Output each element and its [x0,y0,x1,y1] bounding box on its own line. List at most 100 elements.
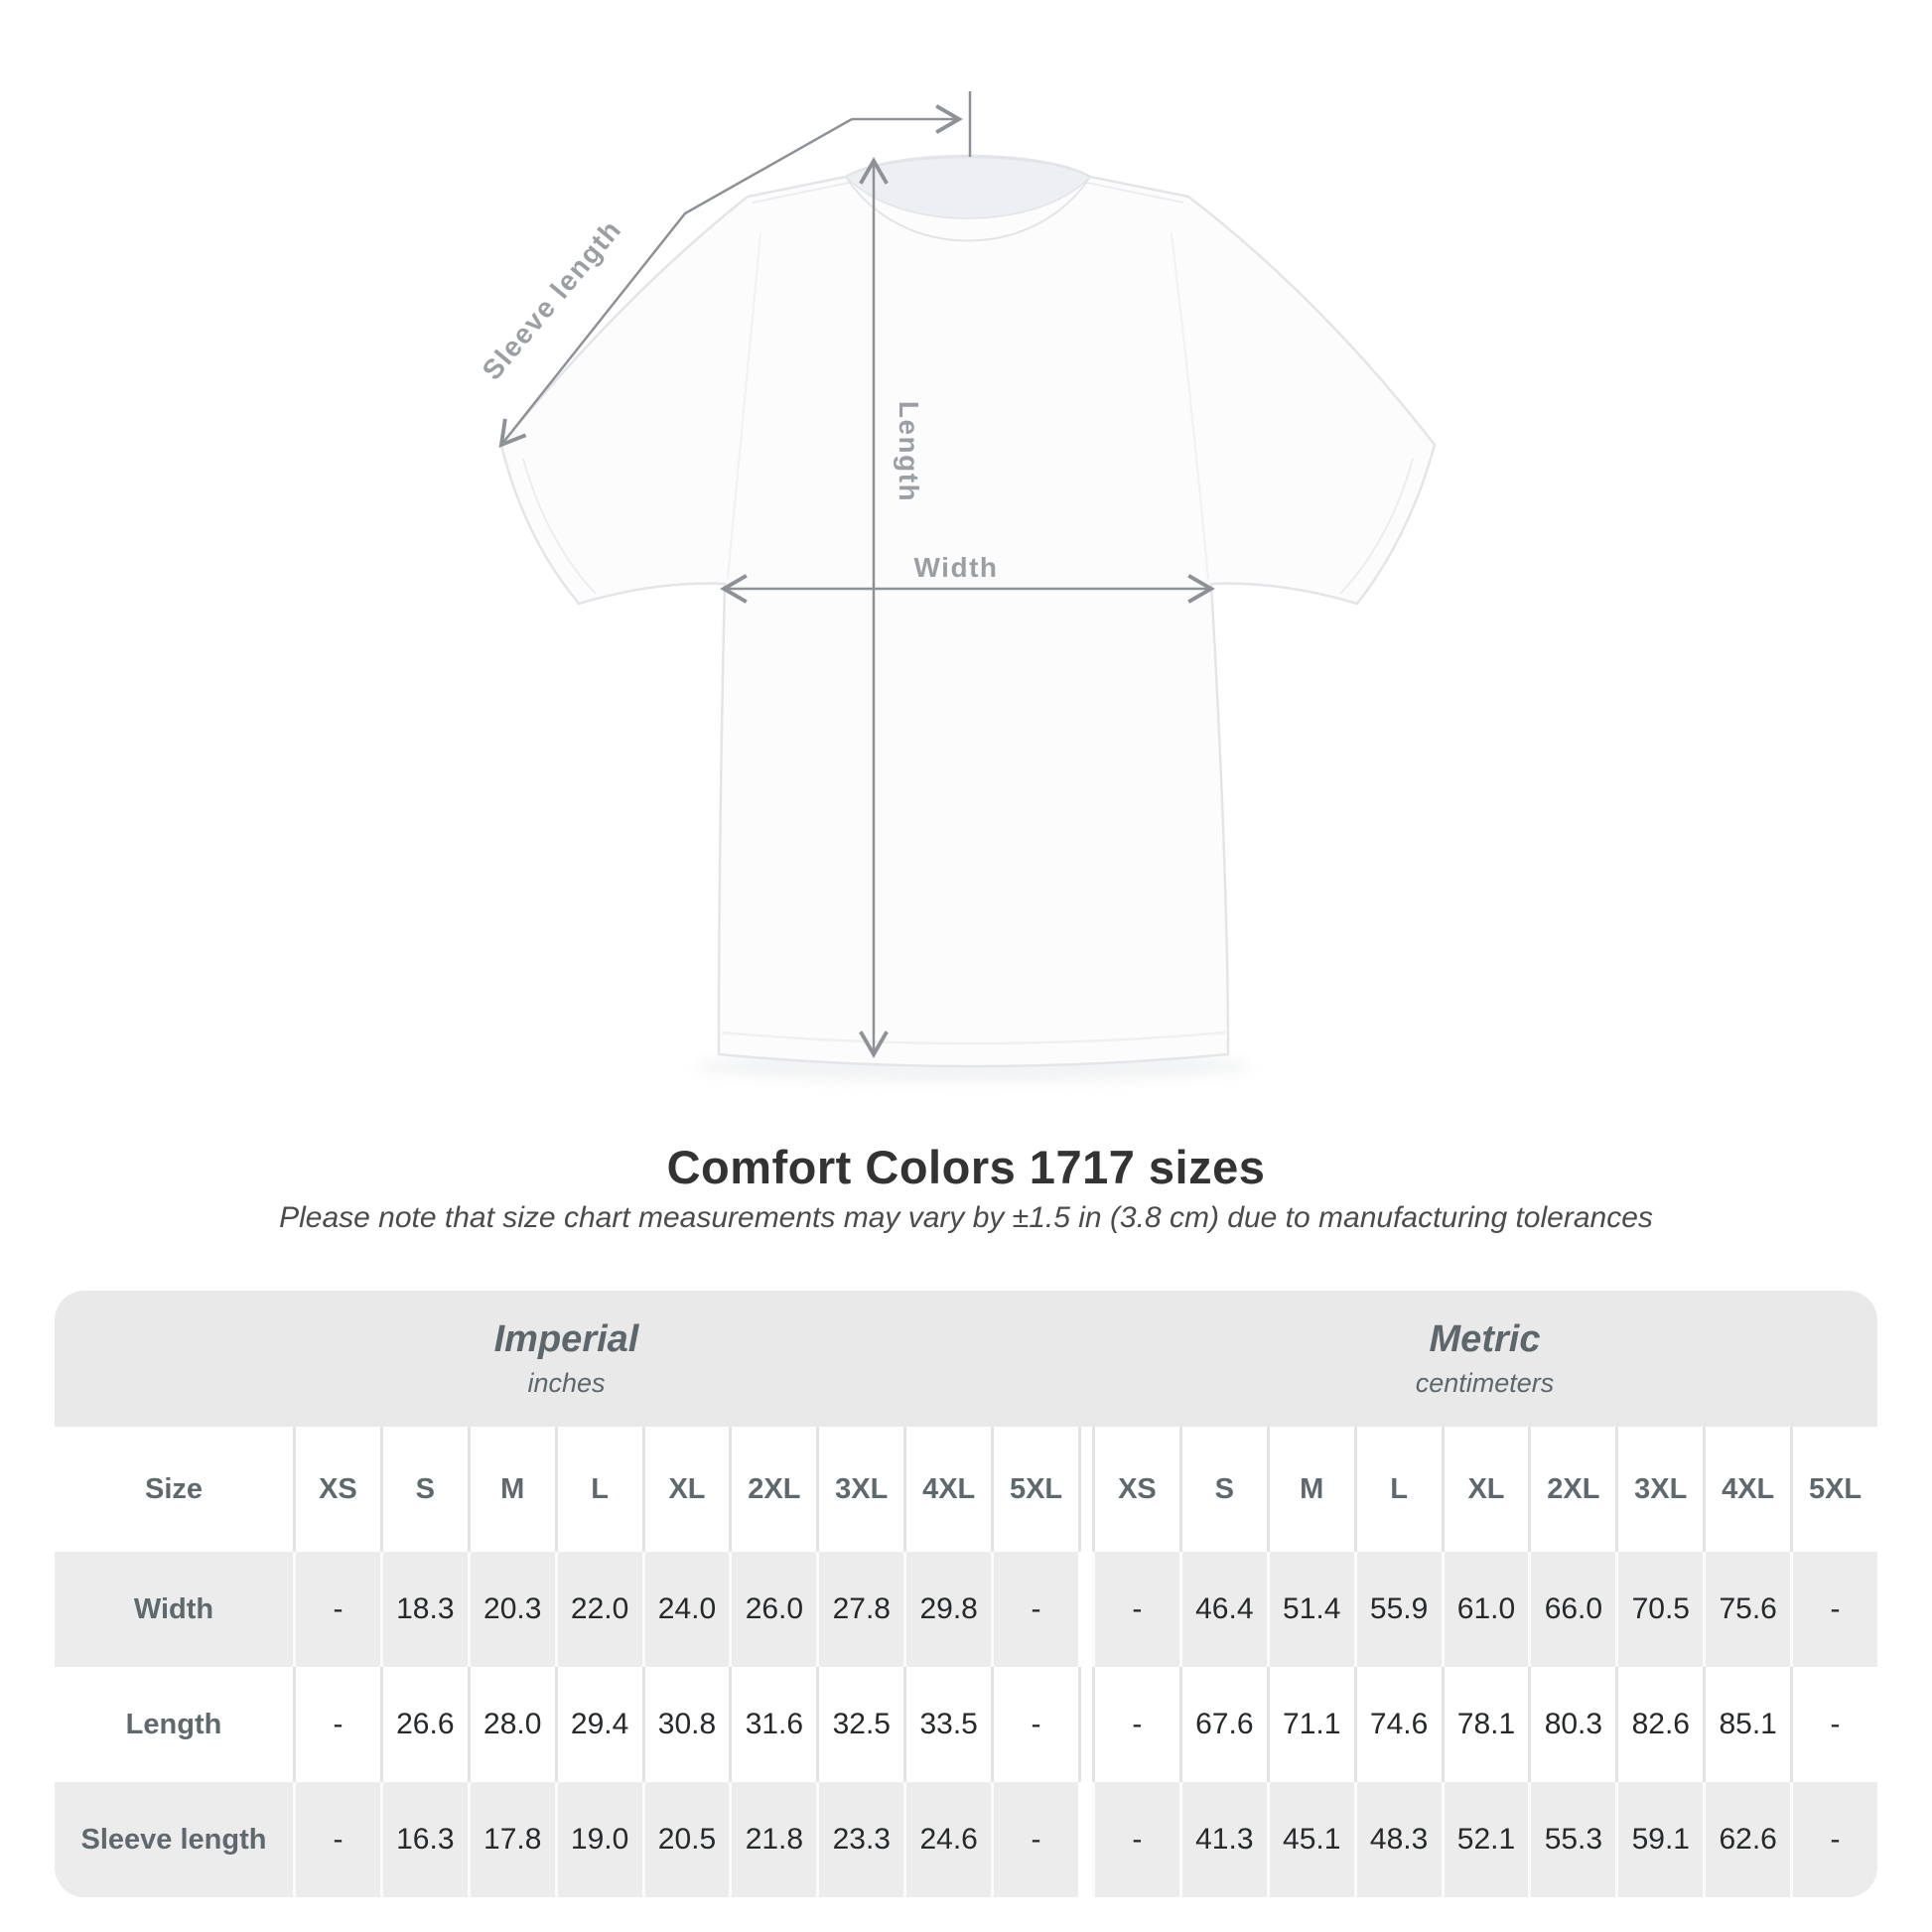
value-metric-5XL: - [1790,1552,1877,1667]
unit-group-unit: centimeters [1415,1368,1555,1398]
measurement-row-width: Width -18.3 20.3 22.0 24.0 26.0 27.8 29.8- -46.4… [55,1552,1877,1667]
value-imperial-4XL: 29.8 [903,1552,992,1667]
value-metric-M: 45.1 [1266,1782,1354,1897]
size-header-metric-2XL: 2XL [1528,1427,1616,1552]
value-imperial-L: 29.4 [554,1667,642,1782]
size-header-metric-5XL: 5XL [1790,1427,1877,1552]
value-metric-XL: 61.0 [1441,1552,1529,1667]
value-metric-L: 74.6 [1353,1667,1442,1782]
measurement-row-length: Length -26.6 28.0 29.4 30.8 31.6 32.5 33.5- -67.… [55,1667,1877,1782]
value-imperial-3XL: 32.5 [816,1667,904,1782]
value-imperial-5XL: - [991,1667,1078,1782]
value-imperial-XS: - [293,1667,380,1782]
value-imperial-2XL: 31.6 [729,1667,817,1782]
size-header-metric-XL: XL [1441,1427,1529,1552]
value-metric-5XL: - [1790,1667,1877,1782]
tshirt-measurement-diagram: Sleeve length Length Width [477,91,1437,1082]
value-imperial-3XL: 23.3 [816,1782,904,1897]
row-label: Sleeve length [55,1782,293,1897]
units-gap [1078,1552,1092,1667]
value-metric-M: 51.4 [1266,1552,1354,1667]
measurement-row-sleeve-length: Sleeve length -16.3 17.8 19.0 20.5 21.8 23.3 24… [55,1782,1877,1897]
sleeve-measure-diagonal-line [498,117,853,449]
size-header-imperial-XS: XS [293,1427,380,1552]
unit-group-label: Imperial [493,1318,639,1360]
value-metric-XL: 78.1 [1441,1667,1529,1782]
value-imperial-XS: - [293,1552,380,1667]
size-header-row: Size XS S M L XL 2XL 3XL 4XL 5XL XS S M L XL 2XL 3XL 4XL 5… [55,1427,1877,1552]
unit-group-label: Metric [1429,1318,1541,1360]
size-header-metric-L: L [1353,1427,1442,1552]
value-metric-2XL: 55.3 [1528,1782,1616,1897]
size-header-imperial-5XL: 5XL [991,1427,1078,1552]
sleeve-body-crease-right [1171,232,1209,580]
value-imperial-XS: - [293,1782,380,1897]
value-imperial-5XL: - [991,1782,1078,1897]
value-metric-XL: 52.1 [1441,1782,1529,1897]
length-label: Length [894,401,924,502]
page-title: Comfort Colors 1717 sizes [666,1141,1266,1193]
value-metric-S: 41.3 [1178,1782,1267,1897]
size-header-metric-XS: XS [1091,1427,1179,1552]
units-gap [1077,1667,1092,1782]
value-imperial-4XL: 33.5 [903,1667,992,1782]
sleeve-hem-left [522,458,597,595]
value-metric-3XL: 59.1 [1615,1782,1704,1897]
value-metric-L: 48.3 [1353,1782,1442,1897]
size-table: Imperial inches Metric centimeters Size XS S M L… [55,1291,1877,1897]
value-imperial-5XL: - [991,1552,1078,1667]
shoulder-seam-right [1086,182,1184,204]
units-band: Imperial inches Metric centimeters [55,1291,1877,1427]
value-metric-XS: - [1091,1667,1179,1782]
value-metric-XS: - [1091,1782,1179,1897]
size-column-header: Size [55,1427,293,1552]
value-imperial-XL: 20.5 [641,1782,730,1897]
unit-group-unit: inches [527,1368,606,1398]
value-imperial-S: 16.3 [379,1782,468,1897]
value-metric-XS: - [1091,1552,1179,1667]
value-metric-S: 67.6 [1178,1667,1267,1782]
sleeve-body-crease-left [727,232,761,580]
unit-group-imperial: Imperial inches [55,1291,1078,1427]
value-imperial-2XL: 26.0 [729,1552,817,1667]
tshirt-body [499,154,1437,1068]
size-header-imperial-3XL: 3XL [816,1427,904,1552]
size-header-metric-4XL: 4XL [1703,1427,1791,1552]
value-imperial-4XL: 24.6 [903,1782,992,1897]
value-imperial-L: 19.0 [554,1782,642,1897]
value-metric-2XL: 80.3 [1528,1667,1616,1782]
size-header-imperial-XL: XL [641,1427,730,1552]
size-header-imperial-2XL: 2XL [729,1427,817,1552]
size-header-metric-3XL: 3XL [1615,1427,1704,1552]
value-metric-5XL: - [1790,1782,1877,1897]
value-imperial-M: 20.3 [467,1552,555,1667]
sleeve-hem-right [1339,458,1414,595]
row-label: Length [55,1667,293,1782]
width-label: Width [914,552,999,583]
value-imperial-M: 17.8 [467,1782,555,1897]
value-metric-M: 71.1 [1266,1667,1354,1782]
value-metric-4XL: 75.6 [1703,1552,1791,1667]
value-metric-S: 46.4 [1178,1552,1267,1667]
value-imperial-XL: 24.0 [641,1552,730,1667]
size-header-metric-S: S [1178,1427,1267,1552]
value-imperial-2XL: 21.8 [729,1782,817,1897]
value-metric-2XL: 66.0 [1528,1552,1616,1667]
units-gap [1078,1782,1092,1897]
value-imperial-M: 28.0 [467,1667,555,1782]
size-header-imperial-M: M [467,1427,555,1552]
value-metric-3XL: 70.5 [1615,1552,1704,1667]
value-metric-4XL: 85.1 [1703,1667,1791,1782]
value-imperial-S: 26.6 [379,1667,468,1782]
value-imperial-L: 22.0 [554,1552,642,1667]
value-imperial-3XL: 27.8 [816,1552,904,1667]
unit-group-metric: Metric centimeters [1092,1291,1877,1427]
value-metric-3XL: 82.6 [1615,1667,1704,1782]
shoulder-seam-left [752,182,850,204]
row-label: Width [55,1552,293,1667]
bottom-hem-seam [721,1031,1226,1045]
value-metric-4XL: 62.6 [1703,1782,1791,1897]
page-subtitle: Please note that size chart measurements… [279,1201,1653,1234]
size-header-imperial-4XL: 4XL [903,1427,992,1552]
